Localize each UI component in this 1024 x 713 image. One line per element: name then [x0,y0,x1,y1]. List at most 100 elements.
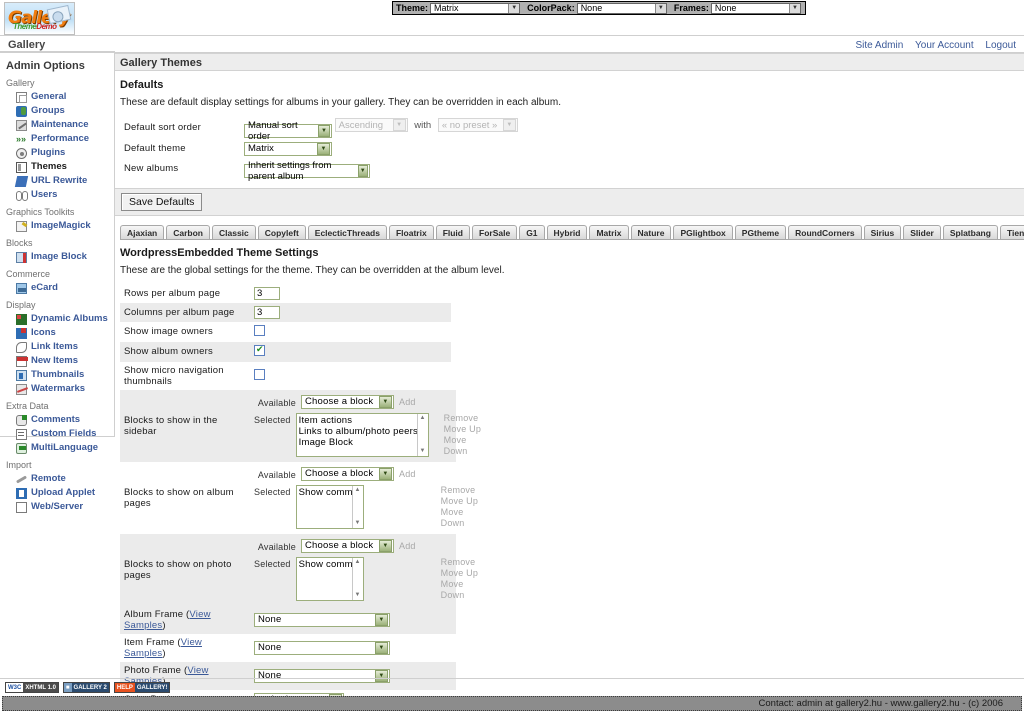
scroll-up-icon[interactable]: ▲ [354,558,361,565]
sidebar-item-upload-applet[interactable]: Upload Applet [6,486,110,500]
list-item[interactable]: Item actions [298,414,353,426]
item-frame-view-samples-link[interactable]: View Samples [124,636,202,659]
photo-frame-view-samples-link[interactable]: View Samples [124,664,209,687]
sort-order-select[interactable]: Manual sort order ▼ [244,120,332,142]
frames-select[interactable]: None ▼ [710,2,802,14]
list-item[interactable]: Image Block [298,436,354,448]
sidebar-item-remote[interactable]: Remote [6,472,110,486]
show-image-owners-checkbox[interactable] [254,324,265,336]
sidebar-blocks-available-select[interactable]: Choose a block ▼ [301,394,394,409]
breadcrumb[interactable]: Gallery [8,39,46,51]
tab-carbon[interactable]: Carbon [166,224,210,239]
album-blocks-available-select[interactable]: Choose a block ▼ [301,466,394,481]
album-blocks-remove-button[interactable]: Remove [440,484,476,495]
preset-select[interactable]: « no preset » ▼ [437,118,518,132]
tab-pgtheme[interactable]: PGtheme [734,224,787,239]
w3c-xhtml-badge[interactable]: W3C XHTML 1.0 [5,682,59,693]
tab-g1[interactable]: G1 [519,224,545,239]
photo-blocks-add-button[interactable]: Add [399,540,416,551]
album-frame-view-samples-link[interactable]: View Samples [124,608,211,631]
photo-blocks-available-select[interactable]: Choose a block ▼ [301,538,394,553]
sidebar-blocks-remove-button[interactable]: Remove [443,412,479,423]
tab-hybrid[interactable]: Hybrid [546,224,588,239]
album-frame-select[interactable]: None ▼ [254,612,390,627]
album-blocks-selected-list[interactable]: Show comments▲▼ [295,484,364,529]
sidebar-blocks-scrollbar[interactable]: ▲ ▼ [416,413,428,456]
sidebar-item-web-server[interactable]: Web/Server [6,500,110,514]
sidebar-item-maintenance[interactable]: Maintenance [6,118,110,132]
gallery2-badge[interactable]: ■ GALLERY 2 [62,682,110,693]
tab-roundcorners[interactable]: RoundCorners [788,224,862,239]
album-blocks-add-button[interactable]: Add [399,468,416,479]
photo-frame-select[interactable]: None ▼ [254,668,390,683]
tab-matrix[interactable]: Matrix [589,224,629,239]
tab-floatrix[interactable]: Floatrix [388,224,434,239]
nav-site-admin[interactable]: Site Admin [855,40,904,51]
sidebar-item-comments[interactable]: Comments [6,413,110,427]
tab-eclecticthreads[interactable]: EclecticThreads [307,224,387,239]
columns-per-page-input[interactable] [254,305,280,319]
tab-pglightbox[interactable]: PGlightbox [673,224,733,239]
sidebar-item-groups[interactable]: Groups [6,104,110,118]
sidebar-item-dynamic-albums[interactable]: Dynamic Albums [6,312,110,326]
sidebar-item-icons[interactable]: Icons [6,326,110,340]
tab-tien[interactable]: Tien [999,224,1024,239]
tab-copyleft[interactable]: Copyleft [257,224,306,239]
album-blocks-move-up-button[interactable]: Move Up [440,495,479,506]
tab-fluid[interactable]: Fluid [435,224,470,239]
scroll-up-icon[interactable]: ▲ [354,486,361,493]
help-gallery-badge[interactable]: HELP GALLERY! [113,682,171,693]
scroll-up-icon[interactable]: ▲ [419,414,426,421]
site-logo[interactable]: Gallery ThemeDemo [4,2,75,35]
sidebar-item-multilanguage[interactable]: MultiLanguage [6,441,110,455]
show-micro-nav-checkbox[interactable] [254,368,265,380]
sidebar-item-link-items[interactable]: Link Items [6,340,110,354]
photo-blocks-move-down-button[interactable]: Move Down [440,578,465,600]
tab-ajaxian[interactable]: Ajaxian [120,224,165,239]
sidebar-item-url-rewrite[interactable]: URL Rewrite [6,174,110,188]
sidebar-item-new-items[interactable]: New Items [6,354,110,368]
scroll-down-icon[interactable]: ▼ [354,591,361,598]
tab-classic[interactable]: Classic [212,224,256,239]
sidebar-item-thumbnails[interactable]: Thumbnails [6,368,110,382]
show-album-owners-checkbox[interactable] [254,344,265,356]
sidebar-item-themes[interactable]: Themes [6,160,110,174]
sidebar-item-performance[interactable]: »» Performance [6,132,110,146]
nav-logout[interactable]: Logout [985,40,1016,51]
tab-nature[interactable]: Nature [630,224,672,239]
sidebar-blocks-move-down-button[interactable]: Move Down [443,434,468,456]
item-frame-select[interactable]: None ▼ [254,640,390,655]
sidebar-blocks-move-up-button[interactable]: Move Up [443,423,482,434]
list-item[interactable]: Show comments [298,558,352,570]
sidebar-item-users[interactable]: Users [6,188,110,202]
sidebar-item-general[interactable]: General [6,90,110,104]
sidebar-item-watermarks[interactable]: Watermarks [6,382,110,396]
tab-forsale[interactable]: ForSale [472,224,518,239]
sidebar-item-ecard[interactable]: eCard [6,281,110,295]
sidebar-blocks-selected-list[interactable]: Item actions Links to album/photo peers Im… [295,412,429,457]
album-blocks-scrollbar[interactable]: ▲ ▼ [351,485,363,528]
nav-your-account[interactable]: Your Account [915,40,974,51]
tab-slider[interactable]: Slider [903,224,941,239]
new-albums-select[interactable]: Inherit settings from parent album ▼ [244,160,370,182]
sidebar-item-imagemagick[interactable]: ImageMagick [6,219,110,233]
default-theme-select[interactable]: Matrix ▼ [244,141,332,156]
sidebar-item-plugins[interactable]: Plugins [6,146,110,160]
list-item[interactable]: Show comments [298,486,352,498]
photo-blocks-move-up-button[interactable]: Move Up [440,567,479,578]
album-blocks-move-down-button[interactable]: Move Down [440,506,465,528]
tab-splatbang[interactable]: Splatbang [942,224,998,239]
list-item[interactable]: Links to album/photo peers [298,425,417,437]
tab-sirius[interactable]: Sirius [863,224,902,239]
sidebar-blocks-add-button[interactable]: Add [399,396,416,407]
save-defaults-button[interactable]: Save Defaults [121,192,203,211]
photo-blocks-remove-button[interactable]: Remove [440,556,476,567]
photo-blocks-scrollbar[interactable]: ▲ ▼ [351,557,363,600]
theme-select[interactable]: Matrix ▼ [430,2,521,14]
photo-blocks-selected-list[interactable]: Show comments▲▼ [295,556,364,601]
sidebar-item-image-block[interactable]: Image Block [6,250,110,264]
rows-per-page-input[interactable] [254,286,280,300]
colorpack-select[interactable]: None ▼ [576,2,667,14]
scroll-down-icon[interactable]: ▼ [419,447,426,454]
sidebar-item-custom-fields[interactable]: Custom Fields [6,427,110,441]
